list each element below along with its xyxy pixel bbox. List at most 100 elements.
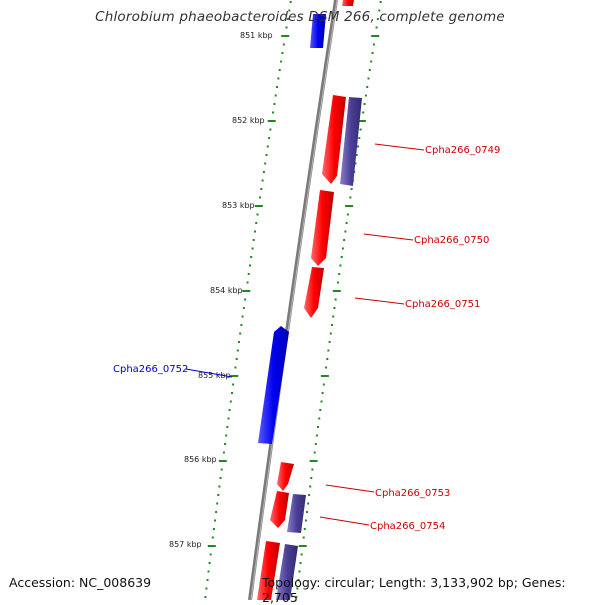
gene-features <box>257 0 362 600</box>
minor-tick <box>225 434 228 437</box>
gene-feature[interactable] <box>287 494 306 533</box>
gene-feature[interactable] <box>257 541 280 600</box>
major-tick <box>298 545 307 547</box>
minor-tick <box>341 247 344 250</box>
minor-tick <box>375 26 378 29</box>
minor-tick <box>315 434 318 437</box>
minor-tick <box>242 307 245 309</box>
minor-tick <box>220 468 223 471</box>
map-title: Chlorobium phaeobacteroides DSM 266, com… <box>95 9 505 25</box>
minor-tick <box>266 145 269 148</box>
major-tick <box>281 35 290 37</box>
gene-feature-cpha266-0752[interactable] <box>258 326 289 444</box>
gene-label[interactable]: Cpha266_0750 <box>414 235 489 246</box>
major-tick <box>309 460 318 462</box>
minor-tick <box>307 502 310 505</box>
minor-tick <box>368 69 371 71</box>
ruler-label: 854 kbp <box>210 286 243 295</box>
minor-tick <box>250 256 253 258</box>
gene-feature-cpha266-0749[interactable] <box>322 95 346 184</box>
minor-tick <box>244 298 247 301</box>
gene-feature[interactable] <box>310 14 326 48</box>
accession-text: Accession: NC_008639 <box>9 575 152 590</box>
minor-tick <box>268 137 271 139</box>
minor-tick <box>280 60 283 63</box>
minor-tick <box>338 273 341 275</box>
minor-tick <box>376 18 379 20</box>
minor-tick <box>205 587 208 590</box>
minor-tick <box>264 162 267 165</box>
minor-tick <box>289 1 292 3</box>
major-tick <box>345 205 354 207</box>
minor-tick <box>318 417 321 420</box>
minor-tick <box>224 443 227 445</box>
minor-tick <box>332 315 335 318</box>
gene-label[interactable]: Cpha266_0751 <box>405 299 480 310</box>
minor-tick <box>311 468 314 471</box>
minor-tick <box>209 553 212 556</box>
label-leaders <box>185 143 425 526</box>
minor-tick <box>366 86 369 88</box>
major-tick <box>242 290 251 292</box>
minor-tick <box>222 451 225 454</box>
minor-tick <box>364 94 367 97</box>
minor-tick <box>300 553 303 556</box>
minor-tick <box>234 366 237 369</box>
minor-tick <box>359 128 362 131</box>
minor-tick <box>226 426 229 428</box>
minor-tick <box>333 307 336 309</box>
major-tick <box>218 460 227 462</box>
minor-tick <box>281 52 284 54</box>
gene-feature-cpha266-0753[interactable] <box>277 462 294 491</box>
major-tick <box>267 120 276 122</box>
gene-feature[interactable] <box>276 544 298 600</box>
minor-tick <box>346 213 349 216</box>
minor-tick <box>269 128 272 131</box>
minor-tick <box>354 162 357 165</box>
minor-tick <box>216 502 219 505</box>
minor-tick <box>274 94 277 97</box>
minor-tick <box>206 579 209 581</box>
minor-tick <box>337 281 339 284</box>
outer-tick-ring <box>295 1 382 598</box>
minor-tick <box>309 485 312 488</box>
minor-tick <box>355 154 358 156</box>
minor-tick <box>298 570 301 573</box>
gene-label[interactable]: Cpha266_0749 <box>425 145 500 156</box>
minor-tick <box>363 103 366 105</box>
minor-tick <box>261 179 264 182</box>
gene-feature-cpha266-0754[interactable] <box>270 491 289 528</box>
gene-feature[interactable] <box>340 97 362 186</box>
gene-feature-cpha266-0750[interactable] <box>311 190 334 266</box>
minor-tick <box>252 239 255 241</box>
gene-label[interactable]: Cpha266_0752 <box>113 364 188 375</box>
minor-tick <box>313 451 316 454</box>
ruler-label: 855 kbp <box>198 371 231 380</box>
major-tick <box>320 375 329 377</box>
minor-tick <box>378 9 381 12</box>
minor-tick <box>259 196 261 199</box>
minor-tick <box>308 494 311 496</box>
gene-feature-cpha266-0751[interactable] <box>304 267 324 318</box>
minor-tick <box>235 358 238 360</box>
gene-feature[interactable] <box>342 0 354 6</box>
minor-tick <box>285 26 288 29</box>
minor-tick <box>367 77 370 80</box>
minor-tick <box>306 511 308 513</box>
gene-label[interactable]: Cpha266_0753 <box>375 488 450 499</box>
minor-tick <box>321 392 324 394</box>
genome-backbone-highlight <box>250 0 338 600</box>
minor-tick <box>317 426 319 428</box>
minor-tick <box>328 341 331 343</box>
minor-tick <box>322 383 325 386</box>
minor-tick <box>350 188 353 190</box>
minor-tick <box>345 222 348 224</box>
minor-tick <box>329 332 332 335</box>
minor-tick <box>282 43 285 46</box>
gene-label[interactable]: Cpha266_0754 <box>370 521 445 532</box>
minor-tick <box>254 230 256 233</box>
minor-tick <box>251 247 254 250</box>
minor-tick <box>319 409 322 411</box>
minor-tick <box>207 570 210 573</box>
ruler: 851 kbp 852 kbp 853 kbp 854 kbp 855 kbp … <box>169 31 273 549</box>
